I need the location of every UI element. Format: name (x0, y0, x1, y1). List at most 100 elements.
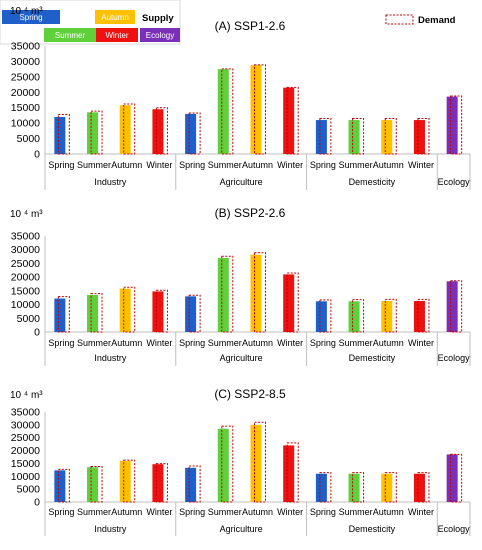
chart-panel-3: (C) SSP2-8.5 10 ⁴ m³ 050001000015000200002… (10, 387, 471, 536)
supply-bar (283, 445, 295, 502)
chart-title: (A) SSP1-2.6 (215, 19, 286, 33)
demand-bar (450, 280, 463, 333)
demand-bar (57, 114, 70, 155)
supply-bar (185, 467, 197, 502)
demand-bar (417, 298, 430, 333)
demand-bar (384, 118, 397, 155)
y-unit-label: 10 ⁴ m³ (10, 390, 43, 401)
supply-bar (315, 473, 327, 502)
x-category-label: Spring (310, 338, 336, 348)
demand-bar (188, 294, 201, 333)
x-category-label: Winter (277, 507, 303, 517)
legend: Spring Autumn Supply Summer Winter Ecolo… (0, 0, 181, 45)
y-tick-label: 5000 (17, 313, 41, 325)
x-category-label: Spring (310, 507, 336, 517)
y-tick-label: 20000 (11, 87, 40, 99)
y-tick-label: 5000 (17, 484, 41, 496)
y-tick-label: 30000 (11, 244, 40, 256)
y-tick-label: 10000 (11, 118, 40, 130)
x-category-label: Spring (179, 160, 205, 170)
demand-bar (352, 299, 365, 333)
x-category-label: Spring (48, 507, 74, 517)
demand-bar (286, 442, 299, 503)
demand-bar (417, 472, 430, 503)
demand-bar (254, 252, 266, 333)
demand-bar (286, 272, 299, 333)
x-category-label: Winter (277, 160, 303, 170)
group-label: Industry (94, 353, 127, 363)
x-category-label: Winter (146, 507, 172, 517)
demand-bar (286, 86, 299, 155)
supply-bar (54, 116, 66, 154)
legend-swatch-ecology (140, 28, 180, 42)
supply-bar (185, 113, 197, 154)
y-tick-label: 10000 (11, 299, 40, 311)
x-category-label: Autumn (373, 338, 404, 348)
x-category-label: Autumn (242, 160, 273, 170)
supply-bar (413, 473, 425, 502)
supply-bar (348, 473, 360, 502)
x-category-label: Winter (408, 160, 434, 170)
demand-bar (188, 112, 201, 155)
y-tick-label: 0 (34, 497, 40, 509)
demand-bar (450, 453, 463, 503)
x-category-label: Autumn (373, 160, 404, 170)
supply-bar (413, 120, 425, 154)
supply-bar (348, 301, 360, 332)
legend-label-winter: Winter (105, 31, 128, 40)
supply-bar (348, 120, 360, 154)
y-tick-label: 10000 (11, 471, 40, 483)
group-label: Demesticity (349, 524, 396, 534)
supply-bar (217, 257, 229, 332)
legend-title: Supply (142, 13, 174, 24)
supply-bar (119, 105, 131, 154)
chart-panels: (A) SSP1-2.610 ⁴ m³050001000015000200002… (10, 6, 471, 536)
supply-bar (87, 112, 99, 154)
demand-bar (384, 298, 397, 333)
demand-bar (155, 463, 168, 503)
demand-bar (57, 296, 70, 333)
demand-bar (384, 472, 397, 503)
demand-bar (352, 118, 365, 155)
supply-bar (119, 460, 131, 502)
x-category-label: Summer (339, 338, 373, 348)
supply-bar (315, 301, 327, 332)
group-label: Agriculture (220, 524, 263, 534)
y-tick-label: 35000 (11, 407, 40, 419)
supply-bar (119, 288, 131, 332)
y-tick-label: 35000 (11, 231, 40, 243)
x-category-label: Autumn (111, 507, 142, 517)
demand-bar (57, 468, 70, 503)
group-label: Ecology (438, 524, 471, 534)
group-label: Ecology (438, 353, 471, 363)
supply-bar (152, 109, 164, 154)
supply-bar (54, 298, 66, 332)
x-category-label: Spring (179, 507, 205, 517)
y-tick-label: 15000 (11, 458, 40, 470)
demand-legend: Demand (385, 14, 456, 26)
demand-bar (123, 459, 136, 503)
legend-label-summer: Summer (55, 31, 86, 40)
legend-label-autumn: Autumn (101, 13, 129, 22)
supply-bar (152, 291, 164, 332)
supply-bar (413, 301, 425, 332)
x-category-label: Summer (339, 507, 373, 517)
y-tick-label: 25000 (11, 432, 40, 444)
demand-bar (90, 110, 103, 155)
x-category-label: Summer (208, 507, 242, 517)
supply-bar (381, 120, 393, 154)
chart-panel-1: (A) SSP1-2.6 10 ⁴ m³ 0 5000 10000 15000 20000 2… (10, 6, 471, 190)
y-tick-label: 0 (34, 327, 40, 339)
demand-legend-label: Demand (418, 15, 456, 26)
demand-bar (221, 255, 234, 333)
demand-bar (417, 118, 430, 155)
y-tick-label: 30000 (11, 419, 40, 431)
supply-bar (250, 424, 262, 502)
x-category-label: Winter (408, 507, 434, 517)
y-tick-label: 20000 (11, 445, 40, 457)
y-unit-label: 10 ⁴ m³ (10, 209, 43, 220)
demand-bar (319, 472, 332, 503)
group-label: Industry (94, 524, 127, 534)
legend-label-ecology: Ecology (146, 31, 174, 40)
